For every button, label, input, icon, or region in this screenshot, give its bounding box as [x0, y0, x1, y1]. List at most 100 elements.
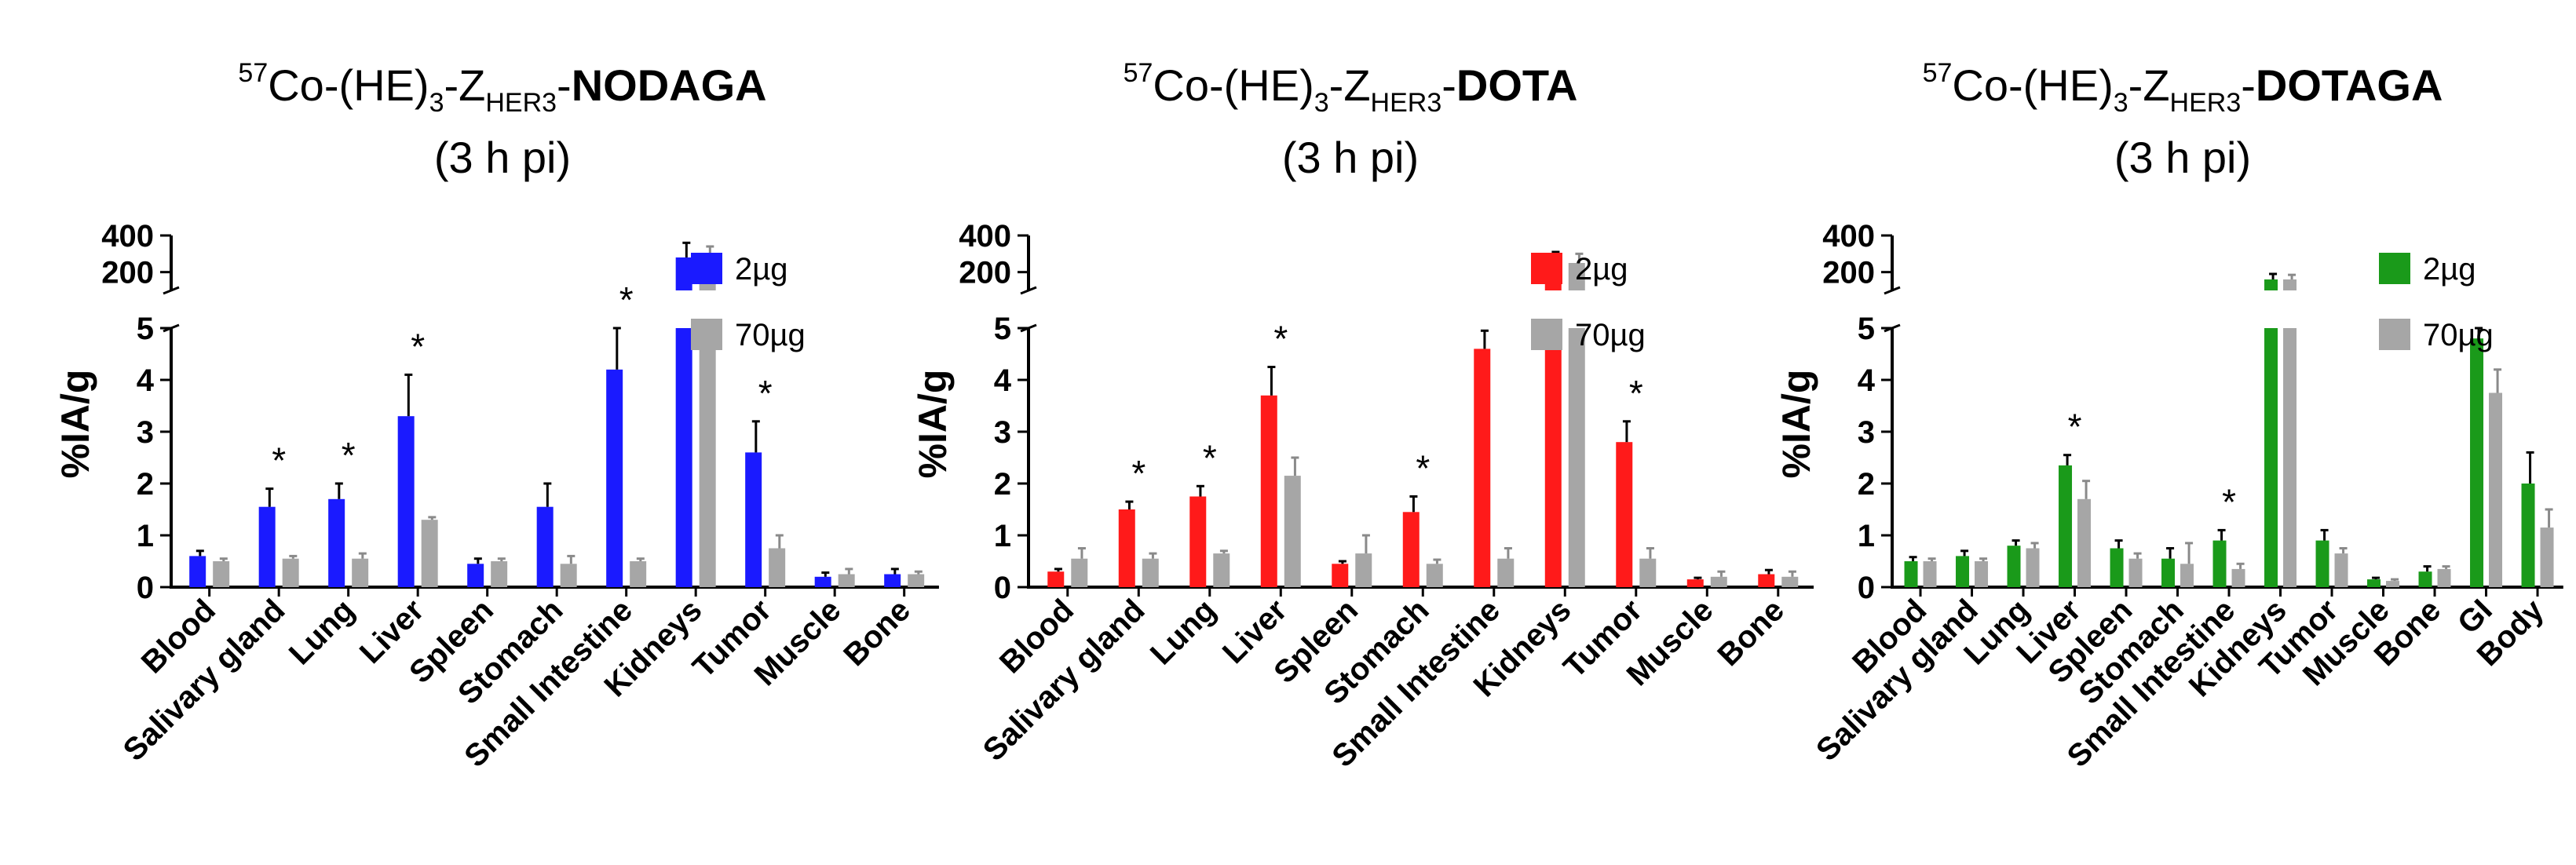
- x-tick-label-bone: Bone: [837, 593, 917, 673]
- axis-break-mark: [1884, 286, 1901, 295]
- significance-star: *: [1629, 373, 1643, 414]
- bar-70-g-stomach: [1426, 564, 1443, 587]
- bar-70-g-lung: [352, 558, 369, 587]
- axis-break-mark: [163, 286, 180, 295]
- title-part: -: [557, 60, 572, 110]
- bar-2-g-lung: [1189, 496, 1207, 587]
- legend-swatch-70-g: [1531, 319, 1562, 350]
- bar-70-g-body: [2540, 527, 2554, 587]
- bar-2-g-stomach: [2161, 558, 2176, 587]
- significance-star: *: [1131, 453, 1145, 494]
- bar-2-g-salivary-gland: [258, 506, 276, 587]
- legend-label-70-g: 70µg: [735, 318, 806, 352]
- bar-2-g-blood: [1904, 561, 1918, 587]
- bar-70-g-lung: [1213, 553, 1230, 587]
- y-axis-label: %IA/g: [53, 370, 97, 479]
- bar-2-g-small-intestine: [1474, 349, 1491, 587]
- bar-70-g-small-intestine: [1497, 558, 1515, 587]
- y-tick-label: 4: [994, 363, 1012, 398]
- bar-70-g-spleen: [2128, 558, 2143, 587]
- bar-2-g-kidneys: [1544, 328, 1562, 587]
- chart-title: 57Co-(HE)3-ZHER3-NODAGA: [238, 58, 766, 118]
- y-tick-label: 5: [994, 312, 1011, 346]
- bar-2-g-small-intestine: [2212, 540, 2227, 587]
- bar-70-g-small-intestine: [630, 561, 647, 587]
- y-tick-label: 3: [1858, 415, 1875, 450]
- y-tick-label: 400: [959, 219, 1011, 254]
- chart-subtitle: (3 h pi): [434, 133, 571, 182]
- bar-70-g-gi: [2489, 392, 2503, 587]
- significance-star: *: [758, 373, 773, 414]
- significance-star: *: [1203, 437, 1217, 478]
- title-part: Co-(HE): [268, 60, 429, 110]
- bar-70-g-bone: [2437, 568, 2451, 587]
- significance-star: *: [411, 326, 425, 367]
- bar-2-g-spleen: [1332, 564, 1349, 587]
- bar-70-g-stomach: [2180, 564, 2194, 587]
- title-superscript: 57: [1923, 58, 1953, 88]
- significance-star: *: [1416, 448, 1430, 489]
- chart-title: 57Co-(HE)3-ZHER3-DOTAGA: [1923, 58, 2443, 118]
- bar-2-g-stomach: [536, 506, 554, 587]
- bar-2-g-salivary-gland: [1118, 509, 1135, 587]
- significance-star: *: [2222, 481, 2236, 522]
- y-tick-label: 0: [994, 571, 1011, 605]
- x-tick-label-lung: Lung: [283, 593, 361, 671]
- y-axis-label: %IA/g: [1774, 370, 1818, 479]
- bar-70-g-lung: [2026, 548, 2040, 587]
- y-tick-label: 400: [101, 219, 154, 254]
- bar-2-g-small-intestine: [606, 369, 623, 587]
- y-tick-label: 0: [1858, 571, 1875, 605]
- legend-label-70-g: 70µg: [1575, 318, 1646, 352]
- legend-label-70-g: 70µg: [2423, 318, 2494, 352]
- y-tick-label: 200: [1822, 256, 1875, 290]
- legend-label-2-g: 2µg: [1575, 252, 1628, 287]
- bar-70-g-tumor: [1639, 558, 1657, 587]
- bar-2-g-spleen: [2110, 548, 2124, 587]
- title-subscript: 3: [2114, 88, 2128, 118]
- x-tick-label-bone: Bone: [1711, 593, 1791, 673]
- title-subscript: HER3: [485, 88, 557, 118]
- bar-2-g-blood: [189, 556, 206, 587]
- bar-2-g-liver: [2059, 465, 2073, 587]
- bar-70-g-tumor: [2334, 553, 2348, 587]
- y-tick-label: 1: [137, 519, 154, 553]
- bar-70-g-salivary-gland: [1142, 558, 1159, 587]
- title-part: -Z: [2128, 60, 2170, 110]
- title-subscript: 3: [1314, 88, 1329, 118]
- chart-subtitle: (3 h pi): [2114, 133, 2251, 182]
- y-tick-label: 200: [959, 256, 1011, 290]
- y-tick-label: 400: [1822, 219, 1875, 254]
- legend-label-2-g: 2µg: [2423, 252, 2476, 287]
- title-part: -: [2241, 60, 2256, 110]
- bar-2-g-lung: [2007, 546, 2021, 587]
- bar-2-g-kidneys: [2264, 328, 2278, 587]
- title-part: -Z: [444, 60, 485, 110]
- bar-2-g-spleen: [467, 564, 484, 587]
- chart-panel-3: 57Co-(HE)3-ZHER3-DOTAGA(3 h pi)%IA/g0123…: [1774, 58, 2563, 774]
- bar-70-g-spleen: [1355, 553, 1372, 587]
- bar-2-g-lung: [328, 498, 345, 587]
- y-axis-label: %IA/g: [911, 370, 955, 479]
- y-tick-label: 4: [1858, 363, 1876, 398]
- bar-2-g-stomach: [1402, 512, 1420, 587]
- bar-70-g-salivary-gland: [1975, 561, 1989, 587]
- chart-panel-2: 57Co-(HE)3-ZHER3-DOTA(3 h pi)%IA/g012345…: [911, 58, 1814, 774]
- bar-70-g-kidneys-upper: [2283, 279, 2297, 290]
- y-tick-label: 0: [137, 571, 154, 605]
- bar-70-g-kidneys: [2283, 328, 2297, 587]
- legend-swatch-2-g: [2379, 253, 2410, 284]
- title-part: Co-(HE): [1952, 60, 2113, 110]
- bar-2-g-tumor: [745, 452, 762, 587]
- bar-2-g-liver: [397, 416, 415, 587]
- bar-70-g-liver: [421, 520, 438, 587]
- legend-swatch-70-g: [2379, 319, 2410, 350]
- legend-label-2-g: 2µg: [735, 252, 788, 287]
- significance-star: *: [272, 440, 286, 481]
- title-chelator: DOTAGA: [2256, 60, 2443, 110]
- significance-star: *: [619, 279, 634, 320]
- bar-70-g-muscle: [838, 574, 855, 587]
- significance-star: *: [2068, 407, 2082, 447]
- title-superscript: 57: [238, 58, 268, 88]
